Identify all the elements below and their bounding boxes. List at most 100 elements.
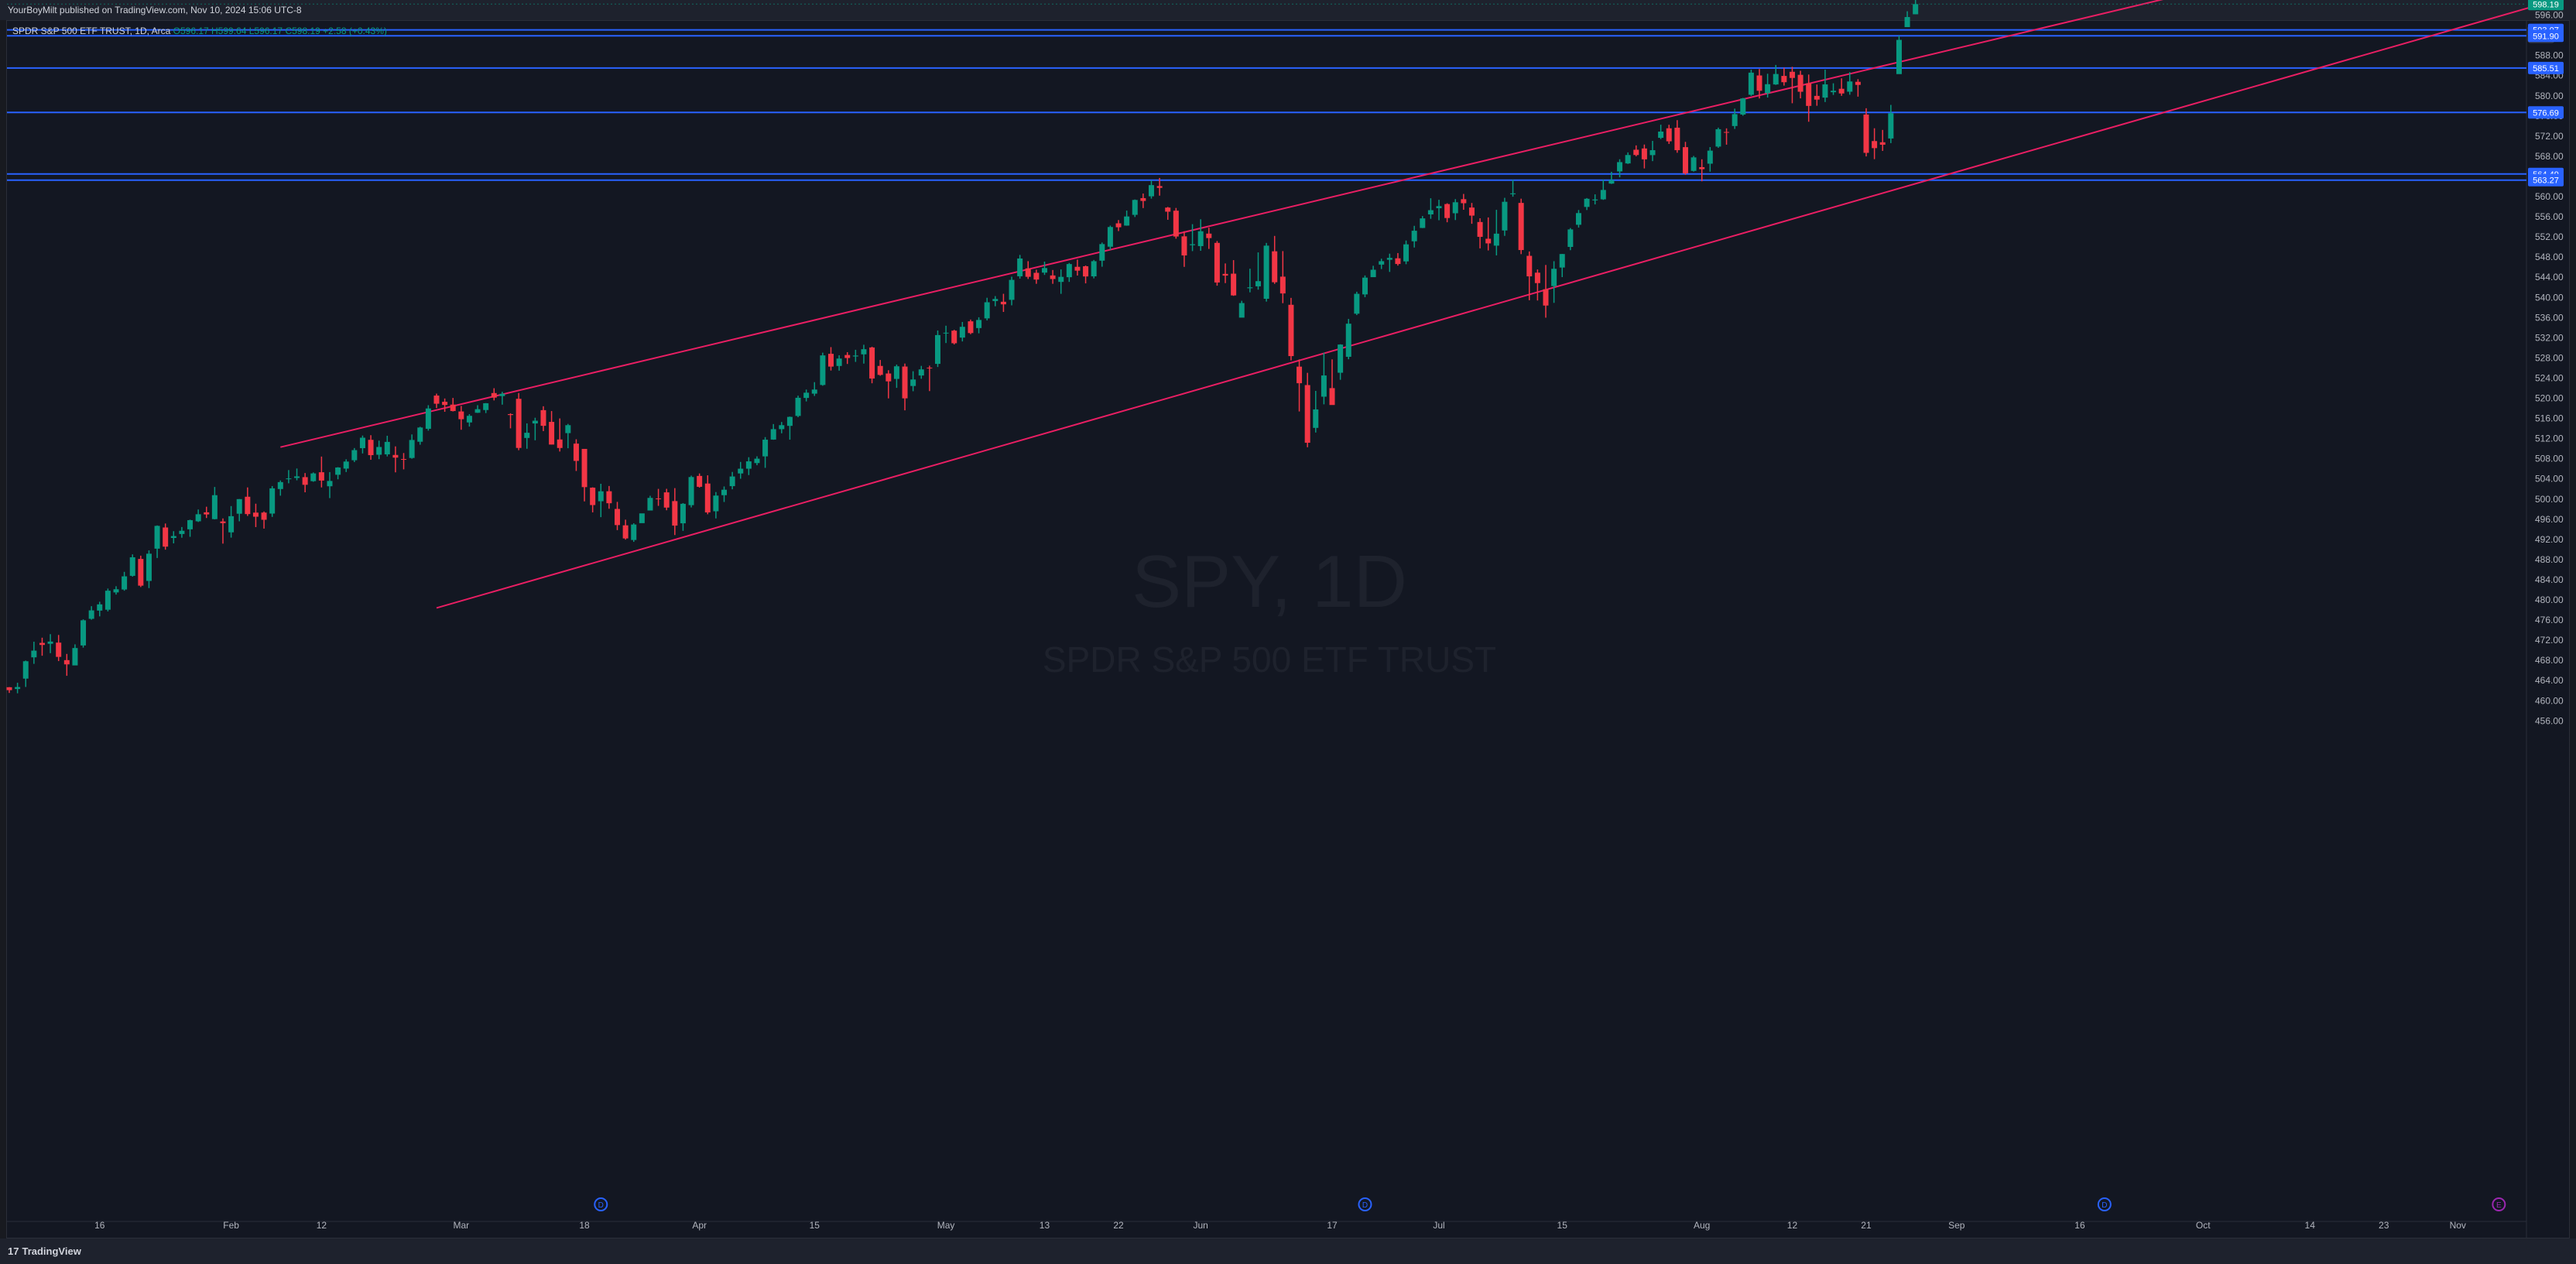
candle-body[interactable] [1526,255,1533,277]
candle-body[interactable] [359,437,365,448]
candle-body[interactable] [680,503,686,524]
candle-body[interactable] [1872,141,1878,149]
candle-body[interactable] [1641,148,1647,159]
candle-body[interactable] [1321,375,1327,397]
candle-body[interactable] [508,414,514,416]
candle-body[interactable] [269,488,276,514]
candle-body[interactable] [836,358,842,366]
candle-body[interactable] [1724,132,1730,133]
candle-body[interactable] [277,481,283,489]
candle-body[interactable] [442,402,448,406]
candle-body[interactable] [384,441,390,454]
candle-body[interactable] [1206,233,1212,238]
trendline[interactable] [436,0,2576,609]
candle-body[interactable] [1403,244,1410,262]
candle-body[interactable] [1781,76,1787,83]
candle-body[interactable] [220,521,226,523]
candle-body[interactable] [1765,84,1771,94]
candle-body[interactable] [1732,114,1738,126]
candle-body[interactable] [934,334,940,365]
candle-body[interactable] [1050,275,1056,279]
candle-body[interactable] [598,491,604,502]
candle-body[interactable] [1904,17,1910,28]
candle-body[interactable] [886,373,892,382]
candle-body[interactable] [6,687,12,690]
candle-body[interactable] [1395,258,1401,265]
candle-body[interactable] [88,610,94,619]
candle-body[interactable] [532,420,538,424]
candle-body[interactable] [425,408,431,429]
candle-body[interactable] [1896,39,1902,74]
candle-body[interactable] [1461,199,1467,204]
candle-body[interactable] [1838,88,1845,94]
candle-body[interactable] [828,354,834,367]
candle-body[interactable] [187,520,194,529]
candle-body[interactable] [672,501,678,526]
candle-body[interactable] [1666,128,1672,142]
candle-body[interactable] [129,557,135,576]
candle-body[interactable] [1600,190,1606,200]
candle-body[interactable] [590,488,596,505]
candle-body[interactable] [1222,273,1228,276]
candle-body[interactable] [236,498,242,514]
candle-body[interactable] [959,327,965,338]
candle-body[interactable] [943,332,949,334]
candle-body[interactable] [1231,273,1237,296]
candle-body[interactable] [861,349,867,355]
candle-body[interactable] [606,491,612,504]
candle-body[interactable] [170,536,176,539]
candle-body[interactable] [1115,223,1122,228]
candle-body[interactable] [811,389,817,394]
dividend-event-icon[interactable] [2097,1197,2112,1211]
candle-body[interactable] [1625,155,1631,164]
candle-body[interactable] [1888,113,1894,139]
candle-body[interactable] [310,473,317,481]
candle-body[interactable] [1263,245,1269,300]
dividend-event-icon[interactable] [594,1197,608,1211]
candle-body[interactable] [786,416,793,426]
candle-body[interactable] [1493,233,1499,246]
candle-body[interactable] [1452,202,1458,214]
candle-body[interactable] [1386,258,1392,260]
price-axis[interactable] [2526,21,2569,1238]
candle-body[interactable] [1534,272,1540,283]
candle-body[interactable] [31,650,37,658]
candle-body[interactable] [261,512,267,520]
candle-body[interactable] [80,620,87,646]
candle-body[interactable] [639,513,645,523]
candle-body[interactable] [113,589,119,593]
candle-body[interactable] [968,321,974,334]
candle-body[interactable] [1025,268,1031,277]
candle-body[interactable] [376,447,382,455]
tradingview-logo[interactable]: 17 TradingView [8,1245,81,1257]
candle-body[interactable] [549,422,555,445]
candle-body[interactable] [1567,229,1574,247]
candle-body[interactable] [704,483,711,513]
trendline[interactable] [280,0,2425,448]
candle-body[interactable] [976,320,982,328]
candle-body[interactable] [1879,142,1886,145]
candle-body[interactable] [458,411,464,420]
candle-body[interactable] [713,495,719,512]
candle-body[interactable] [918,369,924,376]
candle-body[interactable] [327,481,333,487]
candle-body[interactable] [1468,207,1475,216]
candle-body[interactable] [47,641,53,644]
candle-body[interactable] [795,397,801,416]
candle-body[interactable] [1329,388,1335,406]
candle-body[interactable] [615,509,621,526]
candle-body[interactable] [1009,279,1015,300]
candle-body[interactable] [1756,75,1762,91]
candle-body[interactable] [1247,287,1253,289]
candle-body[interactable] [1682,147,1688,174]
candle-body[interactable] [1831,91,1837,93]
candle-body[interactable] [877,365,883,375]
candle-body[interactable] [1181,236,1187,256]
candle-body[interactable] [302,477,308,485]
candle-body[interactable] [803,392,810,399]
candle-body[interactable] [252,512,259,517]
candle-body[interactable] [688,477,694,505]
candle-body[interactable] [820,355,826,385]
candle-body[interactable] [1017,258,1023,276]
candle-body[interactable] [97,604,103,611]
